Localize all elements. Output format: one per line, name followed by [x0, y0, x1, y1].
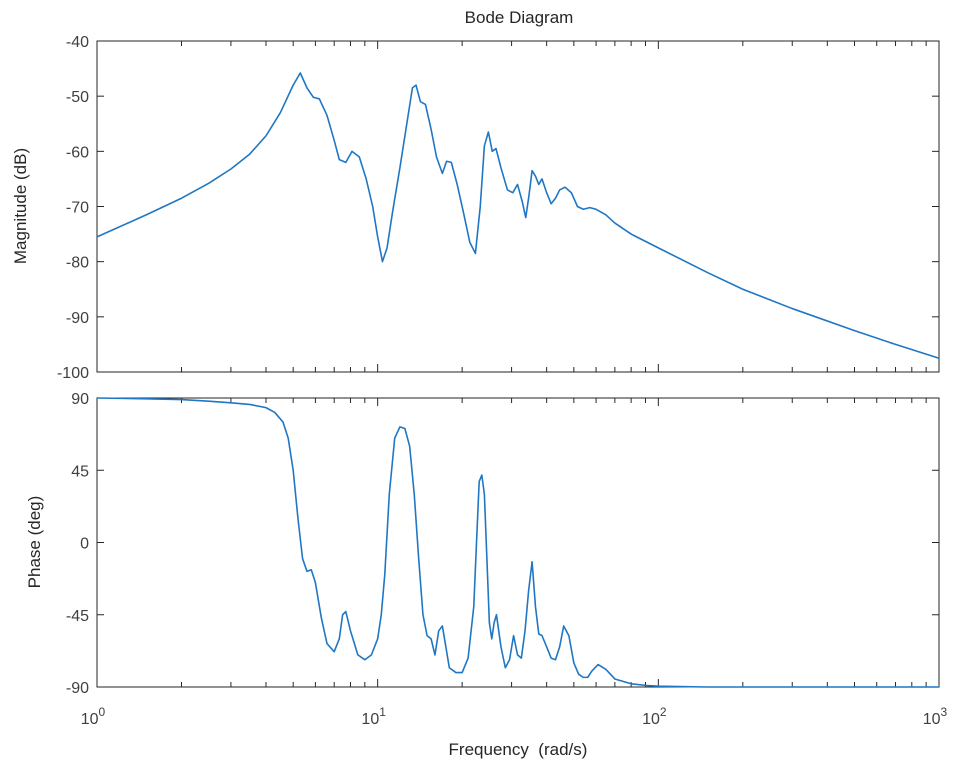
- magnitude-y-ticks: -40 -50 -60 -70 -80 -90 -100: [57, 34, 939, 382]
- x-tick-labels: 100 101 102 103: [81, 705, 948, 728]
- phase-y-ticks: 90 45 0 -45 -90: [66, 391, 939, 697]
- magnitude-y-tick-label: -50: [66, 89, 89, 106]
- magnitude-series-line: [96, 72, 940, 359]
- magnitude-y-tick-label: -70: [66, 200, 89, 217]
- x-tick-label: 101: [361, 705, 386, 728]
- phase-plot: 90 45 0 -45 -90 Phase (deg): [25, 391, 940, 697]
- phase-axes-frame: [96, 397, 940, 688]
- phase-y-tick-label: 45: [71, 463, 89, 480]
- magnitude-y-tick-label: -100: [57, 365, 89, 382]
- phase-y-tick-label: -90: [66, 680, 89, 697]
- phase-y-tick-label: 0: [80, 536, 89, 553]
- magnitude-y-tick-label: -80: [66, 255, 89, 272]
- x-tick-label: 100: [81, 705, 106, 728]
- magnitude-y-tick-label: -60: [66, 144, 89, 161]
- magnitude-x-ticks: [96, 41, 927, 372]
- magnitude-y-tick-label: -40: [66, 34, 89, 51]
- magnitude-y-axis-label: Magnitude (dB): [11, 148, 30, 264]
- phase-y-tick-label: 90: [71, 391, 89, 408]
- phase-y-axis-label: Phase (deg): [25, 496, 44, 589]
- x-axis-label: Frequency (rad/s): [449, 740, 588, 759]
- magnitude-plot: -40 -50 -60 -70 -80 -90 -100 Magnitude (dB): [11, 34, 940, 382]
- x-tick-label: 103: [923, 705, 948, 728]
- phase-series-line: [96, 397, 939, 688]
- chart-title: Bode Diagram: [465, 8, 574, 27]
- x-tick-label: 102: [642, 705, 667, 728]
- magnitude-axes-frame: [96, 40, 940, 373]
- magnitude-y-tick-label: -90: [66, 310, 89, 327]
- phase-y-tick-label: -45: [66, 608, 89, 625]
